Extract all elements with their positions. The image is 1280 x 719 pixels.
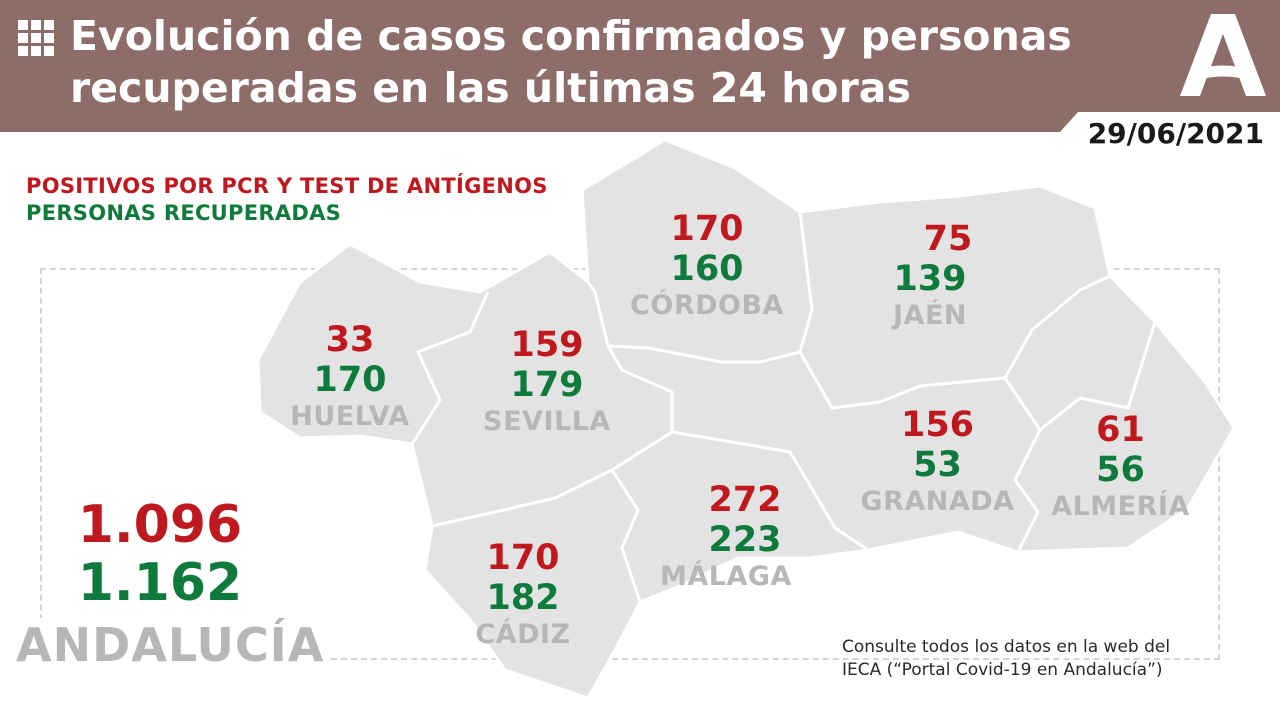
almeria-name: ALMERÍA xyxy=(1051,491,1190,522)
source-note: Consulte todos los datos en la web del I… xyxy=(842,636,1212,682)
province-cordoba: 170 160 CÓRDOBA xyxy=(622,209,792,323)
title-line-2: recuperadas en las últimas 24 horas xyxy=(70,64,911,112)
page-title: Evolución de casos confirmados y persona… xyxy=(70,10,1150,114)
cordoba-recovered: 160 xyxy=(670,249,744,289)
province-granada: 156 53 GRANADA xyxy=(855,405,1020,519)
almeria-recovered: 56 xyxy=(1096,450,1145,490)
sevilla-positives: 159 xyxy=(510,325,584,365)
source-note-line-2: IECA (“Portal Covid-19 en Andalucía”) xyxy=(842,660,1163,680)
province-borders xyxy=(410,211,1157,603)
jaen-recovered: 139 xyxy=(893,259,967,299)
legend-positives: POSITIVOS POR PCR Y TEST DE ANTÍGENOS xyxy=(26,174,548,198)
sevilla-recovered: 179 xyxy=(510,365,584,405)
huelva-recovered: 170 xyxy=(313,360,387,400)
province-jaen: 75 139 JAÉN xyxy=(860,219,1000,333)
cadiz-name: CÁDIZ xyxy=(475,619,571,650)
region-name: ANDALUCÍA xyxy=(16,618,331,672)
province-cadiz: 170 182 CÁDIZ xyxy=(453,538,593,652)
total-andalucia: 1.096 1.162 xyxy=(60,496,260,612)
junta-andalucia-logo xyxy=(1180,14,1266,96)
granada-positives: 156 xyxy=(900,405,975,445)
almeria-positives: 61 xyxy=(1096,410,1145,450)
jaen-positives: 75 xyxy=(923,219,973,259)
malaga-name: MÁLAGA xyxy=(660,561,792,592)
sevilla-name: SEVILLA xyxy=(483,406,611,437)
province-malaga: 272 223 MÁLAGA xyxy=(645,480,835,594)
granada-name: GRANADA xyxy=(860,486,1015,517)
date-tab xyxy=(1060,112,1280,158)
province-sevilla: 159 179 SEVILLA xyxy=(462,325,632,439)
malaga-positives: 272 xyxy=(708,480,782,520)
province-huelva: 33 170 HUELVA xyxy=(280,320,420,434)
cadiz-positives: 170 xyxy=(486,538,560,578)
total-positives: 1.096 xyxy=(77,495,243,555)
cordoba-positives: 170 xyxy=(670,209,744,249)
province-almeria: 61 56 ALMERÍA xyxy=(1048,410,1193,524)
granada-recovered: 53 xyxy=(913,445,962,485)
cordoba-name: CÓRDOBA xyxy=(630,290,784,321)
report-date: 29/06/2021 xyxy=(1087,117,1264,150)
cadiz-recovered: 182 xyxy=(486,578,560,618)
huelva-positives: 33 xyxy=(325,320,375,360)
total-recovered: 1.162 xyxy=(77,553,243,613)
huelva-name: HUELVA xyxy=(290,401,410,432)
source-note-line-1: Consulte todos los datos en la web del xyxy=(842,637,1171,657)
grid-icon xyxy=(18,20,54,56)
header-banner: Evolución de casos confirmados y persona… xyxy=(0,0,1280,132)
jaen-name: JAÉN xyxy=(893,300,967,331)
title-line-1: Evolución de casos confirmados y persona… xyxy=(70,12,1072,60)
malaga-recovered: 223 xyxy=(708,520,782,560)
map-shape xyxy=(256,138,1236,700)
legend-recovered: PERSONAS RECUPERADAS xyxy=(26,201,342,225)
